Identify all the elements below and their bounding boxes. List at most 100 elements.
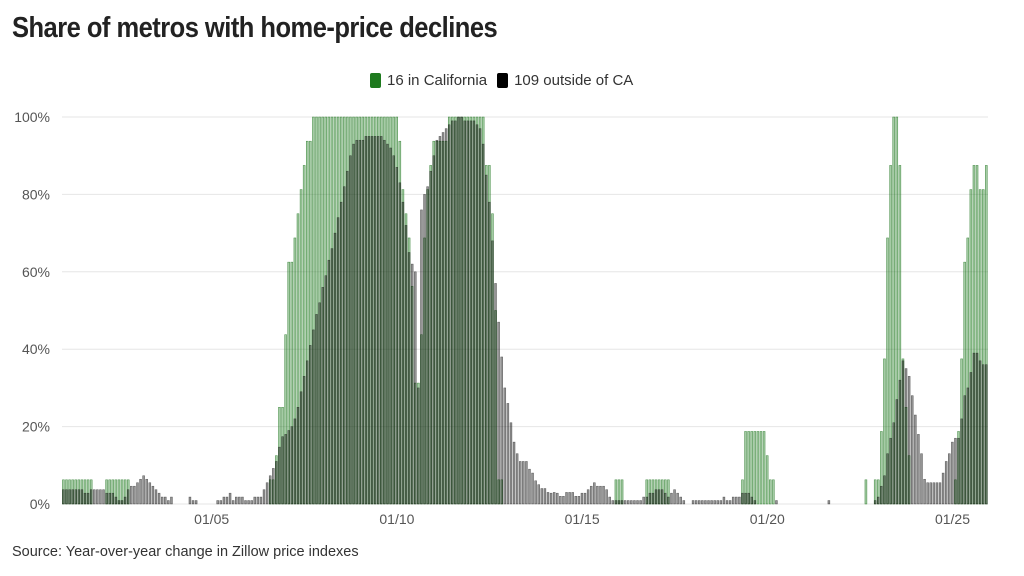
bar-outside-ca: [167, 500, 170, 505]
bar-outside-ca: [654, 489, 658, 505]
bar-outside-ca: [395, 167, 398, 505]
bar-outside-ca: [278, 446, 281, 505]
bar-outside-ca: [478, 128, 482, 505]
bar-outside-ca: [105, 492, 108, 505]
bar-outside-ca: [518, 461, 522, 505]
bar-outside-ca: [926, 482, 929, 505]
bar-outside-ca: [83, 492, 87, 505]
bar-outside-ca: [222, 496, 226, 505]
bar-california: [864, 479, 868, 505]
bar-outside-ca: [111, 492, 115, 505]
bar-outside-ca: [77, 489, 81, 505]
bar-outside-ca: [503, 387, 507, 505]
bar-outside-ca: [969, 372, 973, 505]
x-tick-label: 01/05: [194, 511, 229, 527]
y-tick-label: 20%: [22, 419, 50, 435]
bar-outside-ca: [284, 434, 287, 505]
bar-outside-ca: [312, 329, 315, 505]
bar-outside-ca: [605, 489, 608, 505]
bar-outside-ca: [299, 391, 303, 505]
bar-outside-ca: [929, 482, 932, 505]
bar-outside-ca: [694, 500, 698, 505]
bar-outside-ca: [349, 155, 352, 505]
bar-outside-ca: [86, 492, 90, 505]
bar-outside-ca: [414, 271, 417, 505]
bar-outside-ca: [327, 259, 331, 505]
y-tick-label: 80%: [22, 186, 50, 202]
bar-outside-ca: [509, 422, 513, 505]
bar-outside-ca: [880, 485, 883, 505]
bar-outside-ca: [985, 364, 988, 505]
bar-outside-ca: [673, 489, 676, 505]
bar-outside-ca: [333, 232, 337, 505]
bar-outside-ca: [151, 485, 155, 505]
bar-outside-ca: [389, 147, 392, 505]
bar-outside-ca: [608, 496, 611, 505]
bar-outside-ca: [469, 120, 473, 505]
bar-outside-ca: [262, 489, 266, 505]
bar-outside-ca: [426, 186, 429, 505]
bar-outside-ca: [358, 139, 361, 505]
bar-outside-ca: [114, 496, 118, 505]
bar-outside-ca: [910, 395, 914, 505]
bar-outside-ca: [657, 489, 661, 505]
bar-outside-ca: [944, 461, 948, 505]
bar-outside-ca: [500, 356, 503, 505]
bar-outside-ca: [130, 485, 133, 505]
bar-outside-ca: [302, 376, 306, 505]
bar-outside-ca: [475, 124, 479, 505]
bar-outside-ca: [506, 403, 510, 505]
bar-outside-ca: [96, 489, 99, 505]
bar-outside-ca: [194, 500, 198, 505]
bar-outside-ca: [627, 500, 630, 505]
bar-outside-ca: [99, 489, 102, 505]
y-tick-label: 40%: [22, 341, 50, 357]
bar-outside-ca: [160, 496, 164, 505]
bar-outside-ca: [593, 482, 596, 505]
bar-california: [759, 431, 763, 505]
bar-outside-ca: [142, 475, 145, 505]
bar-outside-ca: [938, 482, 942, 505]
bar-california: [756, 431, 760, 505]
legend: 16 in California 109 outside of CA: [370, 72, 633, 89]
bar-outside-ca: [883, 475, 886, 505]
bar-outside-ca: [747, 492, 750, 505]
bar-outside-ca: [188, 496, 192, 505]
bar-outside-ca: [404, 225, 408, 505]
bar-outside-ca: [981, 364, 985, 505]
bar-outside-ca: [716, 500, 720, 505]
bar-outside-ca: [89, 489, 93, 505]
bar-outside-ca: [873, 500, 877, 505]
bar-outside-ca: [463, 120, 466, 505]
bar-outside-ca: [725, 500, 729, 505]
bar-outside-ca: [330, 248, 334, 505]
bar-outside-ca: [975, 352, 979, 505]
bar-outside-ca: [907, 376, 911, 505]
y-tick-label: 0%: [30, 496, 50, 512]
bar-outside-ca: [438, 136, 442, 505]
bar-outside-ca: [170, 496, 173, 505]
y-tick-label: 100%: [14, 109, 50, 125]
series-outside-ca: [62, 116, 988, 505]
bar-outside-ca: [562, 496, 565, 505]
bar-outside-ca: [611, 500, 615, 505]
bar-outside-ca: [485, 174, 488, 505]
bar-outside-ca: [65, 489, 68, 505]
y-tick-label: 60%: [22, 264, 50, 280]
bar-outside-ca: [191, 500, 195, 505]
bar-outside-ca: [589, 485, 593, 505]
bar-outside-ca: [71, 489, 74, 505]
bar-outside-ca: [148, 482, 152, 505]
legend-label-outside-ca: 109 outside of CA: [514, 72, 634, 89]
bar-outside-ca: [68, 489, 71, 505]
bar-outside-ca: [941, 472, 945, 505]
bar-outside-ca: [966, 387, 970, 505]
bar-outside-ca: [420, 209, 423, 505]
bar-outside-ca: [238, 496, 241, 505]
bar-outside-ca: [481, 143, 485, 505]
bar-outside-ca: [775, 500, 778, 505]
bar-outside-ca: [750, 496, 753, 505]
bar-outside-ca: [154, 489, 158, 505]
bar-outside-ca: [877, 496, 880, 505]
bar-outside-ca: [407, 252, 411, 505]
